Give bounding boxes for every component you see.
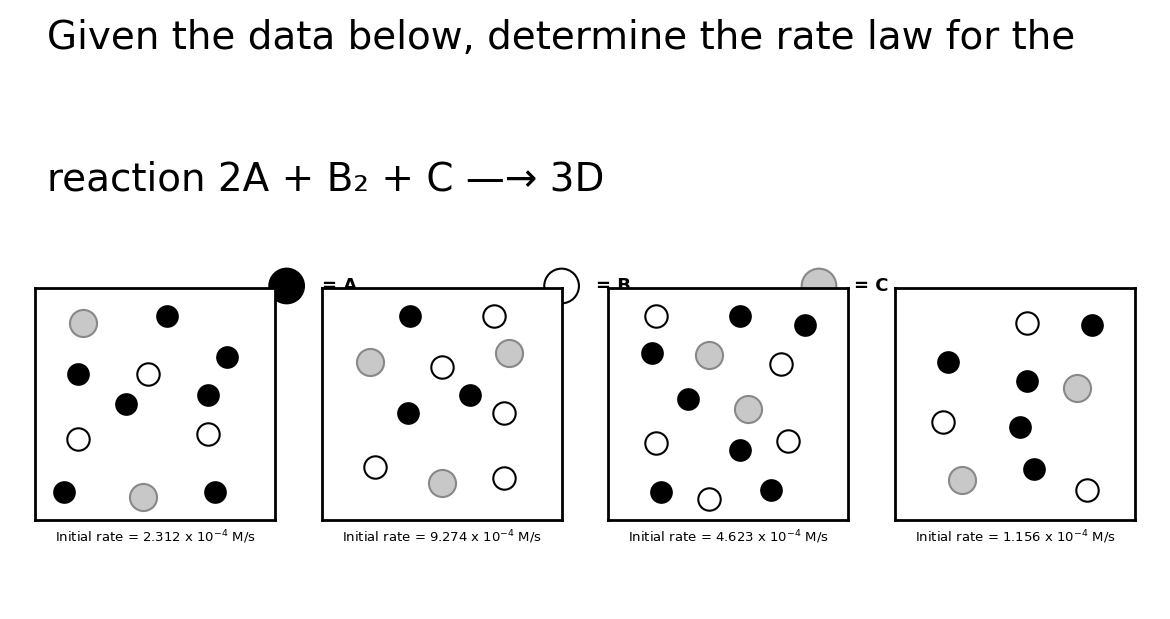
Point	[647, 311, 666, 321]
Point	[500, 348, 518, 358]
Point	[731, 311, 750, 321]
Point	[158, 311, 177, 321]
Point	[952, 475, 971, 485]
Point	[934, 417, 952, 427]
Point	[69, 434, 88, 444]
Point	[738, 404, 757, 413]
Point	[642, 348, 661, 358]
Point	[1082, 320, 1101, 330]
Text: reaction 2A + B₂ + C —→ 3D: reaction 2A + B₂ + C —→ 3D	[47, 161, 604, 199]
Point	[401, 311, 420, 321]
Point	[399, 409, 418, 418]
Point	[1025, 464, 1044, 474]
Point	[762, 485, 780, 495]
Text: = A: = A	[322, 277, 357, 295]
Point	[74, 318, 92, 327]
Point	[117, 399, 136, 409]
Point	[138, 369, 157, 379]
Text: Initial rate = 4.623 x 10$^{-4}$ M/s: Initial rate = 4.623 x 10$^{-4}$ M/s	[628, 528, 828, 546]
Point	[433, 361, 452, 371]
Point	[679, 394, 697, 404]
Point	[199, 429, 218, 439]
Point	[433, 478, 452, 488]
Point	[365, 462, 384, 472]
Point	[1068, 383, 1087, 392]
Point	[796, 320, 814, 330]
Point	[700, 350, 718, 360]
Ellipse shape	[269, 269, 304, 303]
Text: Initial rate = 9.274 x 10$^{-4}$ M/s: Initial rate = 9.274 x 10$^{-4}$ M/s	[342, 528, 542, 546]
Ellipse shape	[544, 269, 579, 303]
Point	[360, 357, 379, 367]
Point	[772, 360, 791, 370]
Point	[779, 436, 798, 446]
Point	[55, 487, 74, 497]
Text: = C: = C	[854, 277, 888, 295]
Point	[1018, 376, 1037, 386]
Point	[1018, 318, 1037, 327]
Point	[495, 473, 514, 483]
Point	[486, 311, 504, 321]
Point	[69, 369, 88, 379]
Point	[133, 491, 152, 501]
Point	[199, 390, 218, 400]
Text: Initial rate = 2.312 x 10$^{-4}$ M/s: Initial rate = 2.312 x 10$^{-4}$ M/s	[55, 528, 255, 546]
Ellipse shape	[801, 269, 837, 303]
Point	[938, 357, 957, 367]
Text: Initial rate = 1.156 x 10$^{-4}$ M/s: Initial rate = 1.156 x 10$^{-4}$ M/s	[915, 528, 1115, 546]
Point	[218, 353, 236, 363]
Text: = B: = B	[597, 277, 632, 295]
Point	[647, 438, 666, 448]
Point	[1011, 422, 1030, 432]
Point	[495, 409, 514, 418]
Point	[652, 487, 670, 497]
Point	[206, 487, 225, 497]
Point	[461, 390, 480, 400]
Point	[700, 494, 718, 504]
Point	[731, 446, 750, 456]
Point	[1078, 485, 1096, 495]
Text: Given the data below, determine the rate law for the: Given the data below, determine the rate…	[47, 19, 1075, 56]
